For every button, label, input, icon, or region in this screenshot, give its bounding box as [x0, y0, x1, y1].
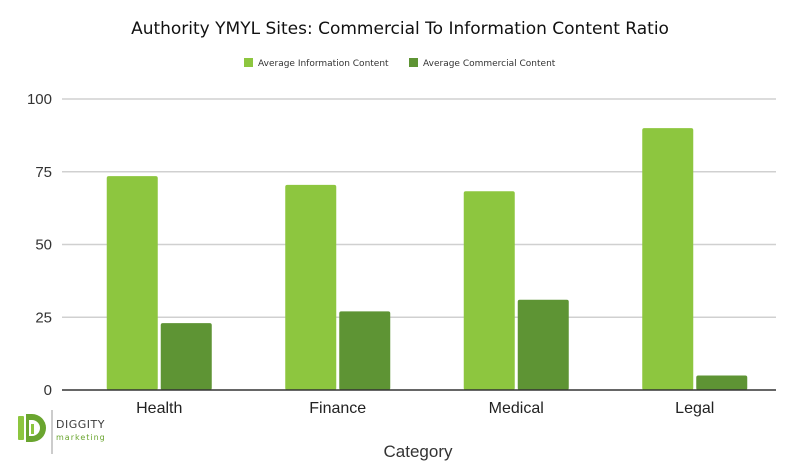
y-tick-label: 100: [27, 91, 52, 108]
brand-logo: DIGGITY marketing: [18, 410, 106, 454]
x-axis-title: Category: [384, 442, 453, 461]
bar-commercial-medical: [517, 299, 569, 390]
diggity-d-logo-icon: [18, 414, 46, 442]
x-category-label: Finance: [309, 400, 366, 417]
legend: Average Information Content Average Comm…: [244, 58, 556, 69]
bar-commercial-health: [160, 323, 212, 390]
bar-information-health: [106, 176, 158, 390]
bar-commercial-legal: [696, 375, 748, 390]
legend-label-information: Average Information Content: [258, 59, 389, 69]
logo-name: DIGGITY: [56, 418, 105, 431]
y-tick-label: 0: [44, 382, 52, 399]
x-category-labels: Health Finance Medical Legal: [136, 400, 714, 417]
logo-tagline: marketing: [56, 433, 106, 442]
bar-information-legal: [642, 128, 694, 390]
x-category-label: Legal: [675, 400, 714, 417]
bars: [106, 128, 748, 390]
legend-swatch-information: [244, 58, 253, 67]
y-tick-label: 75: [35, 164, 52, 181]
y-tick-label: 25: [35, 309, 52, 326]
bar-information-finance: [285, 184, 337, 390]
x-category-label: Health: [136, 400, 182, 417]
chart-title: Authority YMYL Sites: Commercial To Info…: [131, 19, 669, 39]
x-category-label: Medical: [489, 400, 544, 417]
bar-commercial-finance: [339, 311, 391, 390]
bar-information-medical: [463, 191, 515, 390]
legend-swatch-commercial: [409, 58, 418, 67]
y-tick-label: 50: [35, 237, 52, 254]
y-tick-labels: 0 25 50 75 100: [27, 91, 52, 399]
legend-label-commercial: Average Commercial Content: [423, 59, 556, 69]
